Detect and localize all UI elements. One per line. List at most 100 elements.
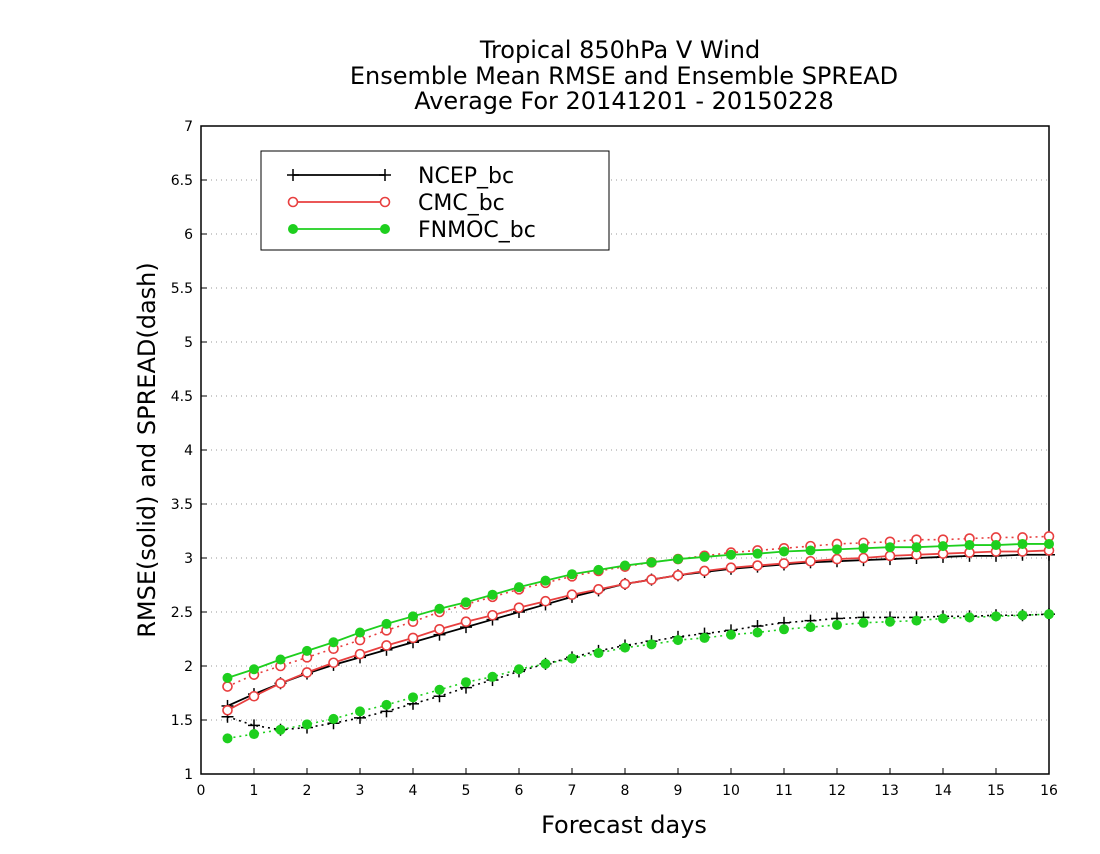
point-CMC_bc-rmse-15: [619, 578, 631, 590]
point-CMC_bc-rmse-0: [222, 704, 233, 716]
point-FNMOC_bc-spread-15: [620, 642, 630, 653]
chart-title-line-2: Ensemble Mean RMSE and Ensemble SPREAD: [350, 62, 898, 90]
point-FNMOC_bc-rmse-16: [646, 557, 657, 568]
point-CMC_bc-rmse-14: [593, 584, 604, 595]
point-FNMOC_bc-rmse-14: [593, 564, 604, 575]
legend-marker-left-FNMOC_bc: [288, 224, 298, 234]
point-FNMOC_bc-spread-16: [646, 639, 657, 650]
point-CMC_bc-rmse-10: [487, 609, 498, 621]
point-CMC_bc-rmse-21: [778, 558, 790, 569]
y-axis: 1 1.5 2 2.5 3 3.5 4 4.5 5 5.5 6 6.5 7: [171, 119, 207, 783]
line-NCEP_bc-rmse: [227, 553, 1049, 707]
series-CMC_bc-spread: [222, 531, 1055, 692]
line-FNMOC_bc-spread: [227, 613, 1050, 740]
point-FNMOC_bc-spread-24: [858, 617, 869, 628]
y-tick-label-2: 2: [184, 659, 193, 675]
point-CMC_bc-rmse-8: [434, 623, 445, 635]
point-FNMOC_bc-spread-25: [885, 616, 895, 627]
point-CMC_bc-rmse-1: [248, 690, 260, 702]
point-FNMOC_bc-rmse-0: [222, 672, 233, 683]
point-FNMOC_bc-spread-30: [1017, 610, 1028, 621]
point-FNMOC_bc-spread-7: [408, 692, 418, 703]
x-tick-label-1: 1: [250, 783, 259, 799]
point-FNMOC_bc-spread-27: [938, 613, 948, 624]
x-axis: 0 1 2 3 4 5 6 7 8 9 10 11 12 13 14 15 16: [197, 768, 1058, 799]
x-tick-label-11: 11: [775, 783, 793, 799]
point-FNMOC_bc-rmse-23: [832, 544, 842, 555]
series-FNMOC_bc-rmse: [222, 538, 1054, 683]
point-CMC_bc-rmse-5: [354, 648, 366, 660]
point-FNMOC_bc-rmse-19: [726, 549, 736, 560]
point-FNMOC_bc-rmse-30: [1017, 538, 1028, 549]
series-NCEP_bc-spread: [221, 608, 1055, 736]
point-FNMOC_bc-spread-19: [726, 629, 736, 640]
y-tick-label-1: 1.5: [171, 713, 193, 729]
point-FNMOC_bc-rmse-26: [911, 542, 922, 553]
point-CMC_bc-rmse-16: [646, 574, 657, 585]
x-tick-label-14: 14: [934, 783, 952, 799]
point-CMC_bc-rmse-9: [460, 616, 472, 628]
legend-item-CMC_bc: CMC_bc: [287, 191, 505, 216]
point-CMC_bc-rmse-2: [275, 677, 286, 689]
point-FNMOC_bc-spread-8: [434, 684, 445, 695]
x-tick-label-3: 3: [356, 783, 365, 799]
point-CMC_bc-spread-0: [222, 681, 233, 692]
x-tick-label-15: 15: [987, 783, 1005, 799]
point-FNMOC_bc-spread-28: [964, 612, 975, 623]
point-FNMOC_bc-rmse-3: [302, 645, 312, 656]
chart-title-line-1: Tropical 850hPa V Wind: [479, 36, 760, 64]
point-FNMOC_bc-rmse-5: [355, 627, 365, 638]
point-FNMOC_bc-rmse-4: [328, 637, 339, 648]
point-FNMOC_bc-rmse-17: [673, 554, 683, 565]
point-FNMOC_bc-rmse-29: [991, 540, 1001, 551]
gridlines: [201, 179, 1049, 721]
y-axis-label: RMSE(solid) and SPREAD(dash): [133, 262, 161, 638]
point-FNMOC_bc-spread-0: [222, 733, 233, 744]
x-tick-label-5: 5: [462, 783, 471, 799]
point-CMC_bc-rmse-18: [699, 565, 710, 577]
point-CMC_bc-rmse-20: [752, 560, 763, 571]
x-tick-label-8: 8: [621, 783, 630, 799]
legend-item-FNMOC_bc: FNMOC_bc: [288, 218, 536, 243]
point-FNMOC_bc-spread-9: [461, 677, 471, 688]
point-FNMOC_bc-rmse-25: [885, 542, 895, 553]
chart-title-line-3: Average For 20141201 - 20150228: [414, 87, 834, 115]
point-FNMOC_bc-spread-26: [911, 615, 922, 626]
legend-marker-right-FNMOC_bc: [380, 224, 390, 234]
x-tick-label-7: 7: [568, 783, 577, 799]
point-FNMOC_bc-spread-4: [328, 713, 339, 724]
x-tick-label-16: 16: [1040, 783, 1058, 799]
legend-box: [260, 150, 610, 251]
point-CMC_bc-rmse-13: [566, 589, 578, 601]
point-CMC_bc-rmse-17: [672, 569, 684, 581]
point-FNMOC_bc-spread-31: [1044, 609, 1054, 620]
point-CMC_bc-rmse-11: [513, 602, 525, 613]
point-FNMOC_bc-rmse-2: [275, 654, 286, 665]
point-CMC_bc-rmse-24: [858, 552, 869, 564]
line-CMC_bc-rmse: [227, 549, 1050, 712]
point-FNMOC_bc-spread-29: [991, 611, 1001, 622]
point-FNMOC_bc-rmse-7: [408, 611, 418, 622]
legend-marker-right-CMC_bc: [379, 196, 391, 208]
x-tick-label-4: 4: [409, 783, 418, 799]
line-CMC_bc-spread: [227, 535, 1050, 688]
legend-label-FNMOC_bc: FNMOC_bc: [418, 218, 536, 243]
point-FNMOC_bc-spread-22: [805, 622, 816, 633]
point-FNMOC_bc-spread-5: [355, 706, 365, 717]
x-tick-label-10: 10: [722, 783, 740, 799]
point-FNMOC_bc-spread-6: [381, 699, 392, 710]
point-CMC_bc-rmse-23: [831, 553, 843, 565]
point-CMC_bc-rmse-22: [805, 555, 816, 567]
x-tick-label-13: 13: [881, 783, 899, 799]
point-FNMOC_bc-rmse-20: [752, 548, 763, 559]
point-CMC_bc-rmse-7: [407, 632, 419, 644]
point-FNMOC_bc-rmse-18: [699, 551, 710, 562]
y-tick-label-10: 6: [184, 227, 193, 243]
point-FNMOC_bc-rmse-11: [514, 582, 524, 593]
point-FNMOC_bc-spread-1: [249, 729, 259, 740]
point-FNMOC_bc-rmse-27: [938, 541, 948, 552]
point-FNMOC_bc-rmse-8: [434, 603, 445, 614]
point-FNMOC_bc-spread-14: [593, 648, 604, 659]
x-axis-label: Forecast days: [541, 811, 707, 839]
